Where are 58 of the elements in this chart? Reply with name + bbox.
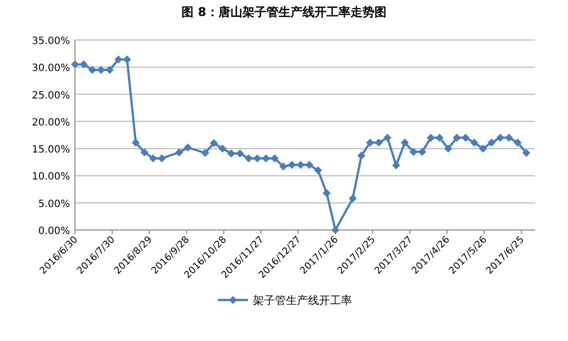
point [175, 148, 184, 156]
point [279, 162, 288, 170]
point [314, 166, 322, 174]
chart-title: 图 8：唐山架子管生产线开工率走势图 [182, 5, 386, 19]
point [158, 154, 166, 162]
point [452, 134, 461, 142]
point [488, 138, 496, 147]
point [383, 134, 392, 142]
point [253, 154, 262, 162]
point [392, 161, 400, 170]
point [262, 154, 270, 162]
y-tick-label: 10.00% [32, 172, 70, 183]
point [374, 138, 383, 147]
point [71, 60, 79, 68]
legend-label: 架子管生产线开工率 [253, 294, 352, 307]
point [88, 66, 96, 74]
point [218, 144, 227, 153]
point [496, 134, 504, 142]
point [366, 138, 374, 147]
y-tick-label: 35.00% [32, 36, 70, 47]
y-tick-label: 30.00% [32, 63, 70, 74]
point [210, 139, 218, 148]
point [123, 56, 132, 64]
point [522, 148, 530, 157]
y-tick-label: 25.00% [32, 90, 70, 102]
point [132, 138, 140, 147]
point [296, 160, 305, 169]
point [80, 60, 88, 68]
point [106, 66, 114, 74]
point [504, 134, 513, 142]
point [436, 134, 444, 142]
point [478, 144, 487, 153]
point [270, 154, 279, 162]
point [444, 144, 452, 153]
point [201, 148, 210, 157]
point [400, 138, 409, 147]
point [418, 148, 426, 156]
point [322, 189, 331, 198]
point [149, 154, 158, 162]
y-tick-label: 15.00% [32, 144, 70, 156]
y-tick-label: 0.00% [38, 226, 70, 237]
point [184, 143, 192, 152]
point [288, 160, 296, 169]
point [244, 154, 253, 162]
point [305, 160, 314, 169]
point [331, 226, 340, 234]
point [409, 148, 418, 156]
point [462, 134, 470, 142]
point [357, 152, 366, 160]
point [470, 138, 478, 147]
y-tick-label: 20.00% [32, 117, 70, 128]
point [140, 148, 148, 156]
point [114, 56, 122, 64]
point [426, 134, 435, 142]
point [227, 149, 236, 158]
y-tick-label: 5.00% [38, 198, 70, 210]
point [514, 138, 522, 147]
point [348, 194, 357, 203]
